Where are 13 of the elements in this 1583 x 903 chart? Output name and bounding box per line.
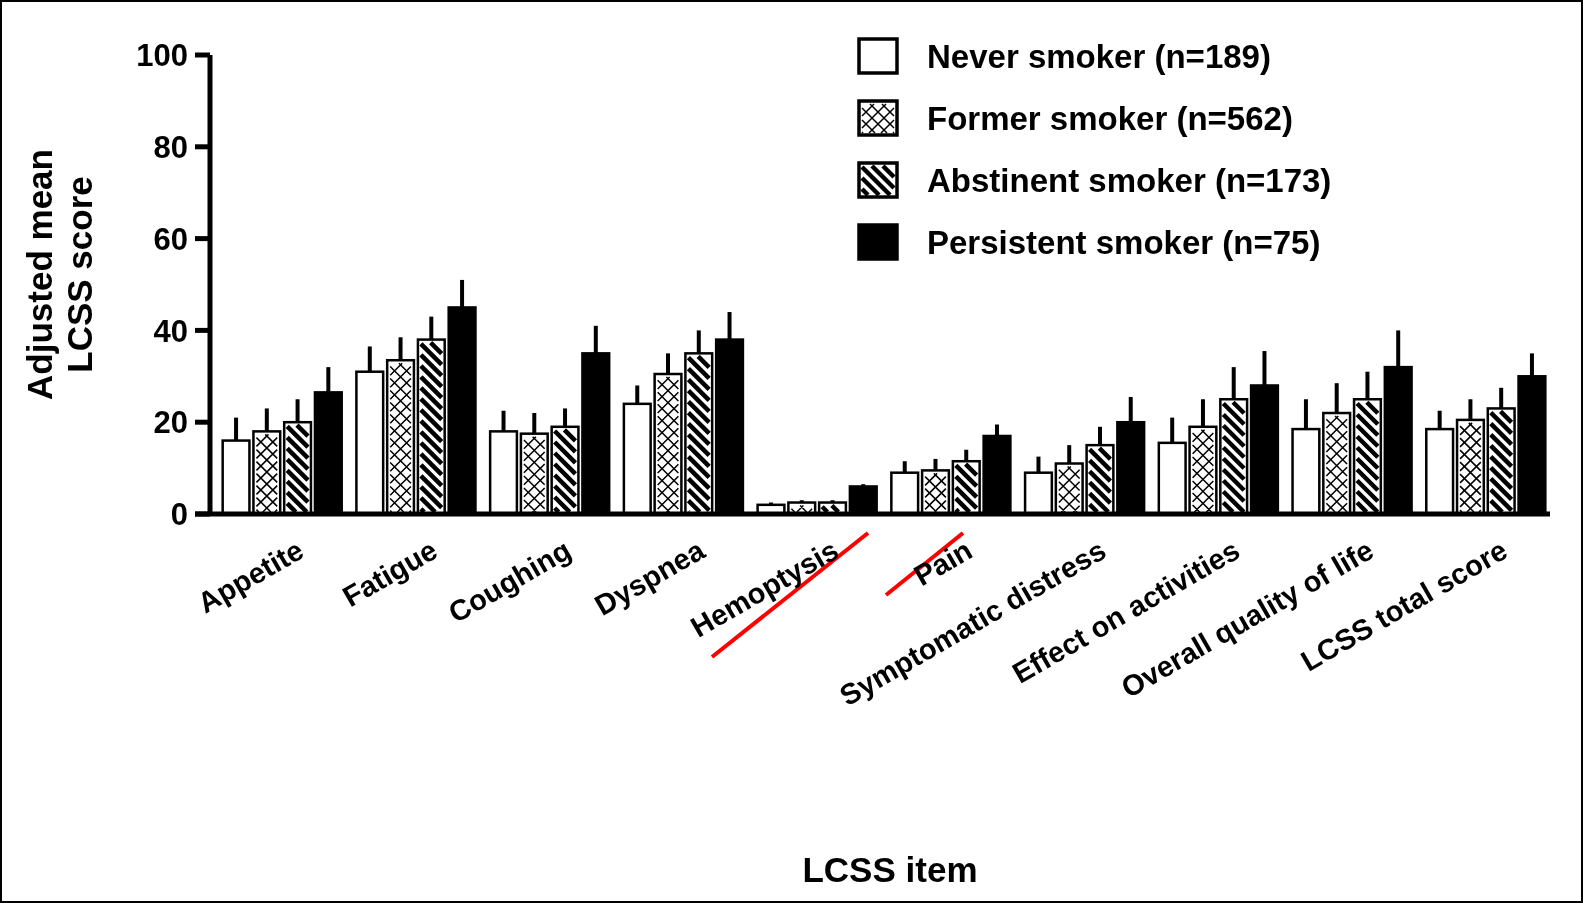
legend-label: Persistent smoker (n=75) xyxy=(927,223,1321,261)
y-tick-label: 0 xyxy=(170,497,188,533)
y-tick-label: 80 xyxy=(153,129,188,165)
x-tick-label: Pain xyxy=(908,533,978,592)
y-tick-label: 20 xyxy=(153,405,188,441)
y-tick-label: 100 xyxy=(136,38,188,74)
y-tick-label: 60 xyxy=(153,221,188,257)
x-axis-title: LCSS item xyxy=(802,850,978,889)
legend-label: Never smoker (n=189) xyxy=(927,37,1271,75)
y-tick-label: 40 xyxy=(153,313,188,349)
legend-label: Former smoker (n=562) xyxy=(927,99,1293,137)
legend-label: Abstinent smoker (n=173) xyxy=(927,161,1332,199)
y-axis-title: Adjusted mean LCSS score xyxy=(20,149,99,400)
